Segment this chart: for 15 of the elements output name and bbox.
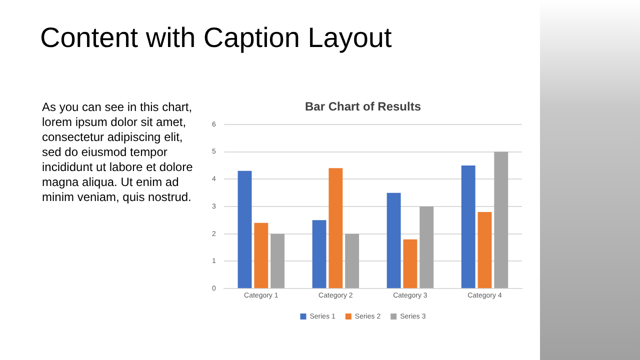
chart-title: Bar Chart of Results <box>304 100 422 114</box>
text: Content with Caption Layout <box>40 22 392 54</box>
bar <box>478 212 492 288</box>
bar <box>420 206 434 288</box>
bar <box>254 222 268 288</box>
bar <box>345 234 360 288</box>
bar <box>270 234 285 288</box>
text: As you can see in this chart, lorem ipsum dolor sit amet, consectetur adipiscing elit, sed do eiusmod tempor incididunt ut labore et dolore magna aliqua. Ut enim ad minim veniam, quis nostrud. <box>42 100 194 205</box>
bar <box>238 170 252 288</box>
bar <box>328 168 343 288</box>
bar <box>461 165 476 288</box>
bar <box>312 220 326 288</box>
bar <box>494 152 508 288</box>
bar <box>386 192 401 288</box>
bar <box>403 239 418 288</box>
